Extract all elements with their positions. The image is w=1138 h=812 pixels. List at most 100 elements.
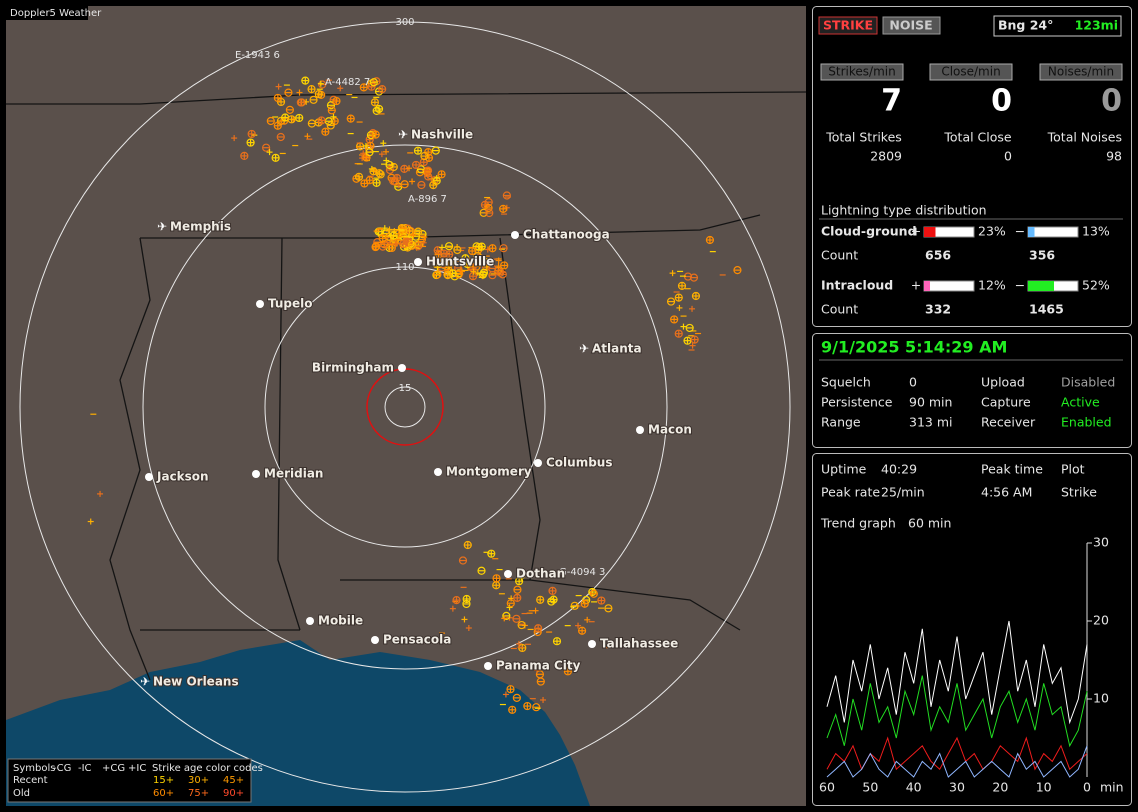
symbol-ring [589, 589, 598, 598]
strike-button[interactable] [818, 16, 878, 35]
symbol-ring [461, 254, 470, 263]
strike-symbol [385, 227, 392, 234]
strike-symbol [577, 626, 587, 635]
strike-symbol [399, 240, 408, 249]
setting: 0 [909, 375, 917, 390]
symbol-ring [512, 614, 521, 623]
strike-symbol [262, 143, 271, 152]
airport-icon: ✈ [140, 675, 150, 689]
strike-symbol [414, 227, 423, 236]
strike-symbol [374, 104, 384, 114]
strike-symbol [411, 160, 421, 170]
strike-symbol [423, 166, 433, 175]
symbol-ring [513, 585, 522, 594]
uptime-item: Peak rate [821, 485, 880, 500]
strike-symbol [378, 151, 385, 158]
strike-symbol [513, 585, 522, 594]
strike-symbol [575, 622, 582, 629]
city-dot [371, 636, 379, 644]
city-label: Tallahassee [600, 637, 678, 651]
ring-label: 300 [395, 17, 414, 28]
x-axis-label: min [1100, 780, 1124, 795]
strike-symbol [462, 594, 471, 604]
symbol-ring [552, 637, 562, 646]
strike-symbol [330, 113, 337, 120]
strike-symbol [266, 149, 273, 156]
strike-symbol [502, 191, 511, 200]
strike-symbol [439, 244, 446, 251]
city-label: New Orleans [153, 675, 239, 689]
symbol-ring [502, 611, 511, 621]
symbol-ring [468, 246, 477, 256]
strike-symbol [495, 257, 502, 264]
strike-symbol [689, 305, 696, 312]
symbol-ring [318, 80, 327, 89]
age-code: 75+ [188, 788, 209, 799]
strike-symbol [433, 246, 442, 255]
bar [1028, 227, 1035, 237]
city-dot [511, 231, 519, 239]
symbol-ring [346, 114, 355, 123]
border [6, 91, 807, 105]
city-label: Montgomery [446, 465, 532, 479]
city-label: Dothan [516, 567, 565, 581]
strike-symbol [417, 180, 426, 190]
symbol-ring [580, 599, 589, 608]
age-code: 30+ [188, 775, 209, 786]
age-code: 60+ [153, 788, 174, 799]
y-tick-label: 20 [1093, 613, 1109, 628]
symbol-ring [677, 281, 687, 290]
symbol-ring [433, 246, 442, 255]
symbol-ring [273, 93, 282, 103]
strike-symbol [317, 116, 326, 125]
symbol-ring [309, 95, 318, 104]
count: 356 [1029, 248, 1055, 263]
range-ring [19, 21, 791, 793]
symbol-ring [411, 232, 421, 241]
noise-button[interactable] [882, 16, 941, 35]
strike-symbol [314, 89, 323, 99]
symbol-ring [371, 130, 380, 139]
setting: Receiver [981, 415, 1036, 430]
symbol-ring [423, 166, 433, 175]
strike-id: A-4482 7 [325, 77, 370, 88]
symbol-ring [413, 242, 423, 251]
bar-frame [923, 280, 975, 292]
strike-symbol [669, 270, 676, 277]
symbol-ring [690, 335, 699, 344]
symbol-ring [536, 595, 545, 604]
strike-symbol [392, 241, 399, 248]
strike-symbol [321, 127, 330, 136]
x-tick-label: 40 [906, 780, 922, 795]
bar [1028, 281, 1054, 291]
strike-symbol [536, 595, 545, 604]
city-dot [636, 426, 644, 434]
strike-symbol [369, 78, 378, 87]
strike-symbol [389, 231, 398, 240]
strike-symbol [87, 518, 94, 525]
rate-value: 0 [1101, 84, 1122, 119]
symbol-ring [332, 96, 341, 106]
border [340, 579, 741, 631]
strike-symbol [317, 80, 324, 87]
uptime-item: Strike [1061, 485, 1097, 500]
strikes: E-1943 6 A-4482 7 A-896 7 G-4094 3 [55, 50, 742, 798]
strike-symbol [391, 228, 398, 235]
symbol-ring [670, 315, 679, 324]
strike-symbol [444, 260, 453, 269]
symbol-ring [405, 226, 414, 236]
uptime-item: Plot [1061, 462, 1085, 477]
symbol-ring [512, 693, 521, 702]
uptime-item: 25/min [881, 485, 925, 500]
strike-symbol [683, 336, 692, 345]
symbol-ring [424, 172, 433, 181]
x-tick-label: 50 [862, 780, 878, 795]
symbol-ring [296, 98, 305, 107]
title-bg [6, 6, 88, 20]
strike-symbol [247, 129, 256, 139]
count-label: Count [821, 302, 858, 317]
strike-symbol [472, 242, 481, 251]
strike-symbol [508, 595, 515, 602]
city-label: Mobile [318, 614, 363, 628]
